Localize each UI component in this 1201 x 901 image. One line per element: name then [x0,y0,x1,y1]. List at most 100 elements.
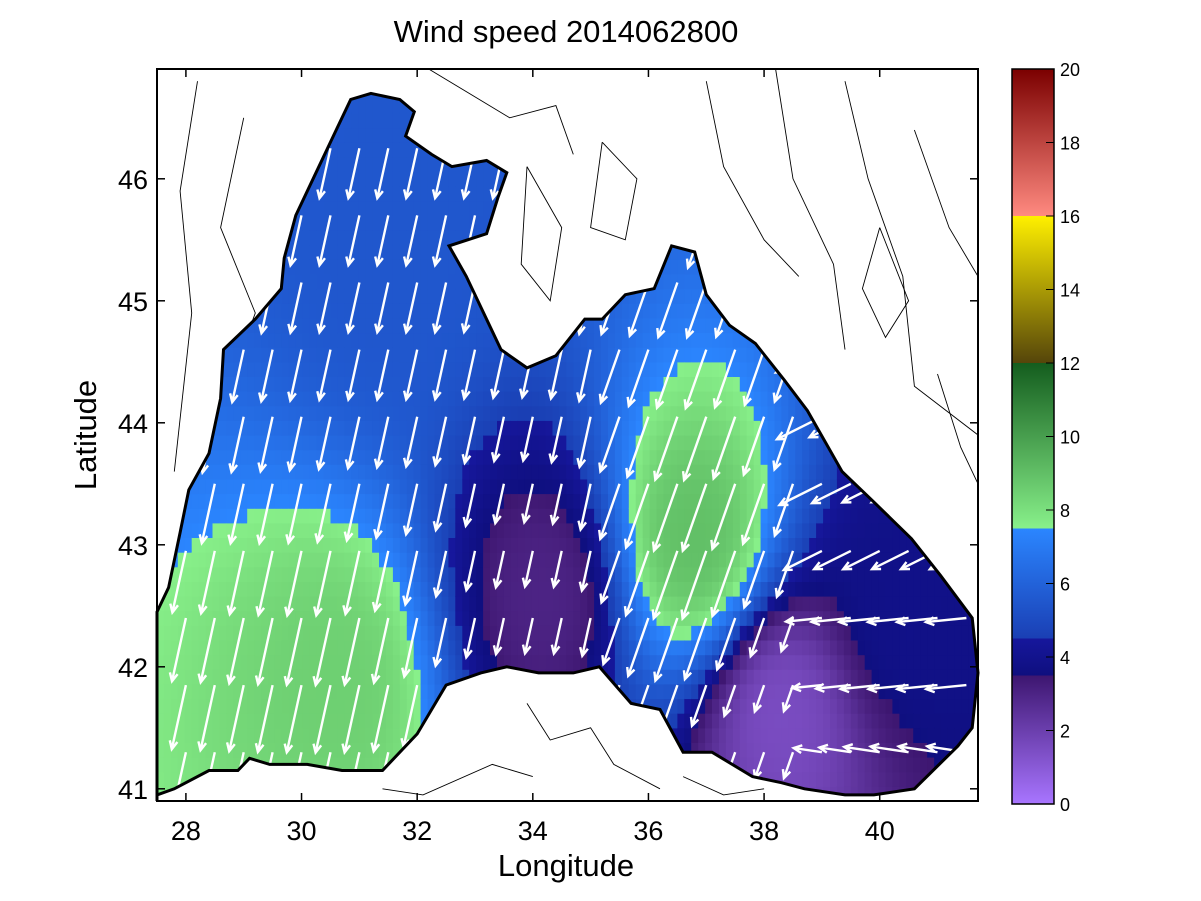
wind-speed-cell [816,625,824,641]
wind-speed-cell [254,522,262,538]
wind-speed-cell [281,288,290,304]
wind-speed-cell [545,596,553,612]
wind-speed-cell [455,361,463,377]
wind-speed-cell [497,347,505,363]
wind-speed-cell [538,508,547,524]
wind-speed-cell [614,625,623,641]
wind-speed-cell [351,288,359,304]
wind-speed-cell [795,727,803,743]
wind-speed-cell [656,596,664,612]
wind-speed-cell [552,405,560,421]
wind-speed-cell [344,405,352,421]
wind-speed-cell [427,186,436,202]
wind-speed-cell [316,303,325,319]
wind-speed-cell [608,464,616,480]
wind-speed-cell [365,552,373,568]
wind-speed-cell [184,610,193,626]
wind-speed-cell [608,391,616,407]
wind-speed-cell [469,610,477,626]
wind-speed-cell [469,303,477,319]
wind-speed-cell [816,683,824,700]
wind-speed-cell [712,317,720,334]
wind-speed-cell [288,683,297,700]
wind-speed-cell [240,376,248,392]
wind-speed-cell [573,596,581,612]
wind-speed-cell [268,596,276,612]
wind-speed-cell [663,420,671,436]
wind-speed-cell [566,478,574,495]
wind-speed-cell [295,405,304,421]
wind-speed-cell [705,727,713,743]
wind-speed-cell [601,508,609,524]
wind-speed-cell [406,493,415,509]
wind-speed-cell [420,259,429,275]
wind-speed-cell [295,230,304,246]
wind-speed-cell [746,625,755,641]
wind-speed-cell [406,625,415,641]
wind-speed-cell [656,625,664,641]
wind-speed-cell [261,347,269,363]
wind-speed-cell [441,537,449,553]
wind-speed-cell [337,596,345,612]
wind-speed-cell [219,435,227,451]
wind-speed-cell [643,54,651,69]
wind-speed-cell [448,435,456,451]
wind-speed-cell [698,361,706,377]
wind-speed-cell [774,522,782,538]
wind-speed-cell [823,449,831,465]
wind-speed-cell [503,552,512,568]
wind-speed-cell [753,464,762,480]
wind-speed-cell [642,376,651,392]
wind-speed-cell [420,493,429,509]
wind-speed-cell [261,464,269,480]
wind-speed-cell [392,98,401,114]
wind-speed-cell [205,552,214,568]
wind-speed-cell [365,420,373,436]
wind-speed-cell [538,537,547,553]
wind-speed-cell [330,274,338,290]
wind-speed-cell [205,727,214,743]
wind-speed-cell [170,698,179,714]
wind-speed-cell [191,478,200,495]
wind-speed-cell [213,54,221,69]
wind-speed-cell [601,376,609,392]
wind-speed-cell [372,435,380,451]
wind-speed-cell [288,596,297,612]
wind-speed-cell [448,610,456,626]
wind-speed-cell [517,552,526,568]
wind-speed-cell [233,347,241,363]
wind-speed-cell [545,449,553,465]
wind-speed-cell [261,405,269,421]
wind-speed-cell [372,640,380,656]
wind-speed-cell [406,610,415,626]
wind-speed-cell [177,757,186,773]
wind-speed-cell [316,757,325,773]
wind-speed-cell [226,522,234,538]
wind-speed-cell [274,713,283,729]
wind-speed-cell [691,581,699,597]
land-contour-line [775,69,846,350]
wind-speed-cell [545,625,553,641]
wind-speed-cell [337,405,345,421]
wind-speed-cell [545,566,553,582]
wind-speed-cell [753,537,762,553]
wind-speed-cell [649,493,658,509]
wind-speed-cell [427,435,436,451]
wind-speed-cell [295,478,304,495]
wind-speed-cell [379,142,387,158]
wind-speed-cell [830,727,838,743]
wind-speed-cell [323,727,331,743]
wind-speed-cell [573,361,581,377]
wind-speed-cell [413,405,422,421]
wind-speed-cell [719,478,727,495]
wind-speed-cell [420,200,429,216]
wind-speed-cell [289,54,297,69]
wind-speed-cell [330,215,338,231]
wind-speed-cell [372,757,380,773]
wind-speed-cell [157,654,165,670]
wind-speed-cell [587,435,595,451]
wind-speed-cell [295,713,304,729]
wind-speed-cell [372,552,380,568]
wind-speed-cell [483,156,491,172]
wind-speed-cell [587,640,595,656]
